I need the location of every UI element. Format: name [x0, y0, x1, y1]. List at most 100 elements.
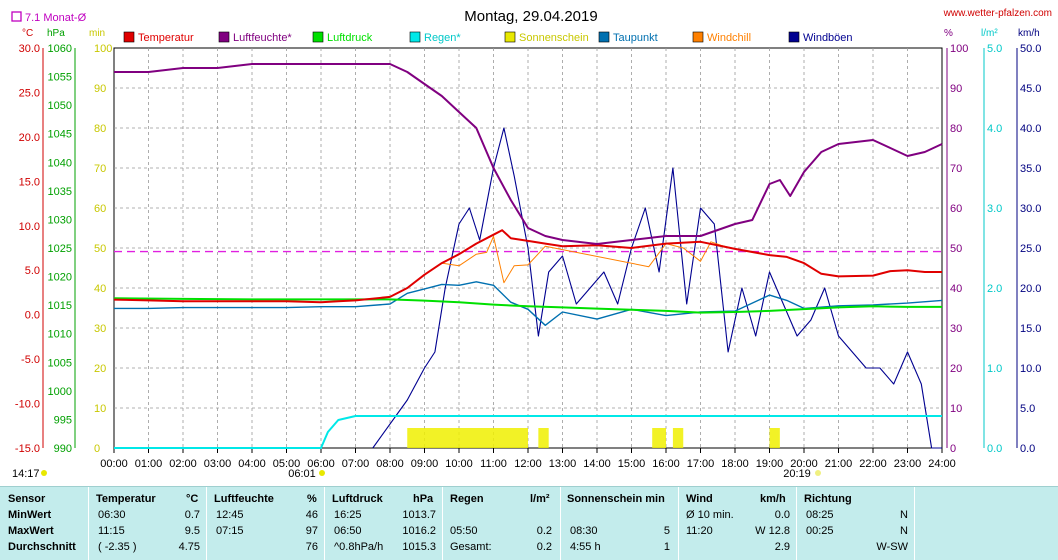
x-tick-label: 12:00 — [514, 458, 542, 470]
legend-swatch — [788, 31, 800, 43]
stats-table: Sensor Temperatur °C Luftfeuchte % Luftd… — [0, 486, 1058, 560]
wind-axis-tick-label: 40.0 — [1020, 123, 1041, 135]
hdr-wind: Wind — [686, 493, 713, 505]
rain-axis-tick-label: 5.0 — [987, 43, 1002, 55]
temp-axis-tick-label: 20.0 — [19, 132, 40, 144]
pressure-axis-tick-label: 1045 — [48, 129, 72, 141]
pressure-axis-tick-label: 1005 — [48, 357, 72, 369]
wind-axis-tick-label: 30.0 — [1020, 203, 1041, 215]
pressure-axis-tick-label: 1060 — [48, 43, 72, 55]
sun-axis-tick-label: 0 — [94, 443, 100, 455]
pressure-axis-tick-label: 990 — [54, 443, 72, 455]
table-cell-temp-time: 11:15 — [98, 525, 125, 537]
unit-hpa: hPa — [47, 28, 65, 39]
humidity-axis-tick-label: 20 — [950, 363, 962, 375]
unit-c: °C — [22, 28, 33, 39]
wind-axis-tick-label: 50.0 — [1020, 43, 1041, 55]
table-cell-hum-time: 12:45 — [216, 509, 244, 521]
table-cell-wind-val: 2.9 — [774, 541, 790, 553]
table-cell-rain-val: 0.2 — [536, 541, 552, 553]
table-cell-press-val: 1015.3 — [402, 541, 436, 553]
monat-label: 7.1 Monat-Ø — [25, 12, 87, 24]
humidity-axis-tick-label: 70 — [950, 163, 962, 175]
monat-swatch-icon — [11, 11, 22, 22]
left-time: 14:17 — [12, 468, 40, 480]
x-tick-label: 09:00 — [411, 458, 439, 470]
table-cell-dir-val: N — [900, 525, 908, 537]
sun-icon-left — [41, 470, 47, 476]
x-tick-label: 13:00 — [549, 458, 577, 470]
hdr-luftdruck-unit: hPa — [413, 493, 434, 505]
sun-axis-tick-label: 30 — [94, 323, 106, 335]
table-cell-wind-val: W 12.8 — [755, 525, 790, 537]
legend-label: Regen* — [424, 32, 461, 44]
sunshine-bar — [652, 428, 666, 448]
pressure-axis-tick-label: 1020 — [48, 272, 72, 284]
sunshine-bar — [538, 428, 549, 448]
x-tick-label: 19:00 — [756, 458, 784, 470]
table-cell-hum-val: 46 — [305, 509, 318, 521]
legend-swatch — [218, 31, 230, 43]
legend-label: Temperatur — [138, 32, 194, 44]
sunrise-time: 06:01 — [288, 468, 316, 480]
humidity-axis-tick-label: 100 — [950, 43, 968, 55]
temp-axis-tick-label: 0.0 — [25, 310, 40, 322]
weather-chart: 00:00 01:00 02:00 03:00 04:00 05:00 06:00 07:00… — [11, 8, 1052, 480]
pressure-axis-tick-label: 1025 — [48, 243, 72, 255]
x-tick-label: 22:00 — [859, 458, 887, 470]
legend-label: Taupunkt — [613, 32, 658, 44]
hdr-luftfeuchte: Luftfeuchte — [214, 493, 274, 505]
x-tick-label: 23:00 — [894, 458, 922, 470]
legend-swatch — [692, 31, 704, 43]
hdr-luftdruck: Luftdruck — [332, 493, 383, 505]
sunrise-icon — [319, 470, 325, 476]
hdr-wind-unit: km/h — [760, 493, 786, 505]
x-tick-label: 07:00 — [342, 458, 370, 470]
table-cell-rain-time: Gesamt: — [450, 541, 492, 553]
unit-lm2: l/m² — [981, 28, 998, 39]
x-tick-label: 16:00 — [652, 458, 680, 470]
sunset-time: 20:19 — [783, 468, 811, 480]
series-line-windben — [372, 127, 942, 449]
hdr-regen: Regen — [450, 493, 484, 505]
pressure-axis-tick-label: 1015 — [48, 300, 72, 312]
table-cell-press-time: 16:25 — [334, 509, 362, 521]
table-cell-hum-time: 07:15 — [216, 525, 244, 537]
temp-axis-tick-label: 25.0 — [19, 87, 40, 99]
chart-title: Montag, 29.04.2019 — [464, 8, 597, 25]
pressure-axis-tick-label: 1010 — [48, 329, 72, 341]
legend-label: Luftdruck — [327, 32, 373, 44]
sun-axis-tick-label: 90 — [94, 83, 106, 95]
table-cell-label: Durchschnitt — [8, 541, 76, 553]
legend-label: Windchill — [707, 32, 751, 44]
sunshine-bar — [769, 428, 780, 448]
humidity-axis-tick-label: 40 — [950, 283, 962, 295]
legend-label: Sonnenschein — [519, 32, 589, 44]
table-cell-press-time: 06:50 — [334, 525, 362, 537]
wind-axis-tick-label: 25.0 — [1020, 243, 1041, 255]
table-cell-temp-time: 06:30 — [98, 509, 126, 521]
table-cell-temp-val: 0.7 — [184, 509, 200, 521]
x-tick-label: 20:00 — [790, 458, 818, 470]
table-cell-press-val: 1013.7 — [402, 509, 436, 521]
temp-axis-tick-label: -15.0 — [15, 443, 40, 455]
site-link[interactable]: www.wetter-pfalzen.com — [943, 8, 1052, 19]
humidity-axis-tick-label: 80 — [950, 123, 962, 135]
table-cell-dir-time: 00:25 — [806, 525, 834, 537]
temp-axis-tick-label: 15.0 — [19, 176, 40, 188]
humidity-axis-tick-label: 0 — [950, 443, 956, 455]
series-line-luftdruck — [113, 297, 942, 314]
x-tick-label: 00:00 — [100, 458, 128, 470]
x-tick-label: 24:00 — [928, 458, 956, 470]
wind-axis-tick-label: 5.0 — [1020, 403, 1035, 415]
table-cell-dir-val: W-SW — [876, 541, 908, 553]
rain-axis-tick-label: 2.0 — [987, 283, 1002, 295]
x-tick-label: 14:00 — [583, 458, 611, 470]
sun-axis-tick-label: 60 — [94, 203, 106, 215]
hdr-temperatur-unit: °C — [186, 493, 199, 505]
legend-swatch — [504, 31, 516, 43]
pressure-axis-tick-label: 1000 — [48, 386, 72, 398]
unit-min: min — [89, 28, 105, 39]
humidity-axis-tick-label: 60 — [950, 203, 962, 215]
rain-axis-tick-label: 4.0 — [987, 123, 1002, 135]
